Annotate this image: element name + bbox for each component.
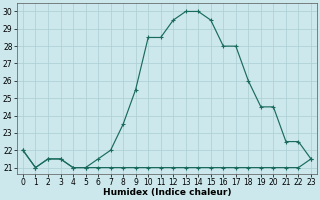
X-axis label: Humidex (Indice chaleur): Humidex (Indice chaleur) <box>103 188 231 197</box>
